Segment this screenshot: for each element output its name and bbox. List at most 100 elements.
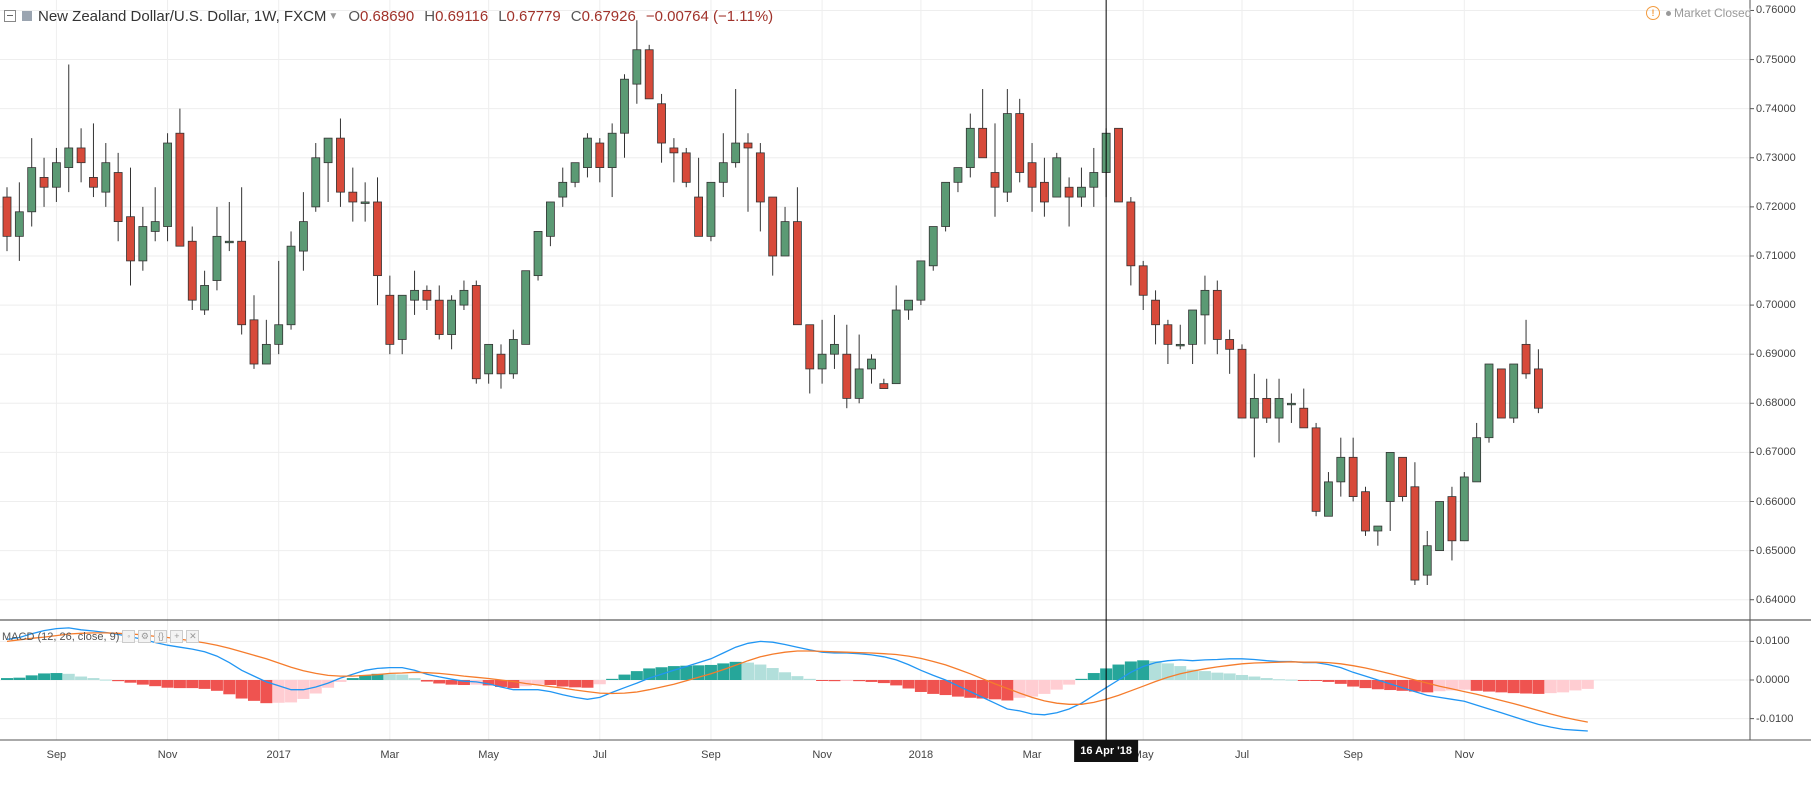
candle (546, 201, 555, 247)
histogram-bar (50, 673, 63, 680)
candle (990, 123, 1000, 217)
candle (261, 319, 271, 365)
candle-body (1422, 545, 1432, 576)
candle-body (1015, 113, 1025, 173)
histogram-bar (1174, 666, 1187, 680)
candle (1089, 147, 1099, 207)
macd-title[interactable]: MACD (12, 26, close, 9) (2, 630, 120, 643)
histogram-bar (865, 680, 878, 682)
candle-body (101, 162, 111, 193)
histogram-bar (643, 668, 656, 680)
candle-body (360, 201, 370, 204)
candle-body (1311, 427, 1321, 512)
histogram-bar (445, 680, 458, 685)
candle-body (410, 289, 419, 301)
candle-body (879, 383, 889, 389)
candle (743, 133, 753, 212)
candle-body (447, 299, 457, 335)
candle (1509, 363, 1519, 423)
time-tick-label: Jul (1234, 749, 1250, 761)
candle (533, 231, 543, 281)
histogram-bar (457, 680, 470, 686)
candle-body (76, 147, 86, 164)
collapse-icon[interactable] (4, 10, 16, 22)
candle (632, 20, 642, 104)
histogram-bar (260, 680, 273, 704)
histogram-bar (1544, 680, 1557, 694)
candle-body (965, 127, 975, 168)
candle (1126, 197, 1136, 286)
candle (484, 343, 494, 384)
candle (447, 295, 457, 350)
candle (212, 206, 222, 291)
histogram-bar (507, 680, 520, 689)
candle-body (731, 142, 741, 164)
histogram-bar (346, 678, 359, 680)
candle-body (348, 191, 358, 203)
source-icon[interactable]: {} (154, 630, 168, 643)
candle-body (620, 78, 629, 134)
histogram-bar (1273, 679, 1286, 681)
candle-body (718, 162, 728, 183)
candle (1002, 89, 1012, 202)
candle-body (817, 353, 827, 370)
time-tick-label: 2018 (908, 749, 934, 761)
candle (1200, 275, 1210, 345)
candle (1262, 378, 1272, 423)
gear-icon[interactable]: ⚙ (138, 630, 152, 643)
price-tick-label: 0.71000 (1756, 249, 1796, 262)
candle-body (854, 368, 864, 399)
chevron-down-icon[interactable]: ▼ (328, 10, 339, 22)
candle-body (126, 216, 135, 262)
histogram-bar (729, 661, 742, 680)
candle-body (1287, 402, 1296, 406)
histogram-bar (1026, 680, 1039, 697)
eye-icon[interactable]: ◦ (122, 630, 136, 643)
candle (397, 294, 407, 355)
histogram-bar (1408, 680, 1421, 692)
candle-body (521, 270, 531, 345)
histogram-bar (742, 662, 754, 680)
candle (64, 64, 74, 193)
candle (768, 196, 778, 276)
candle (385, 275, 395, 355)
histogram-bar (1310, 680, 1323, 681)
candle (583, 133, 592, 178)
candle-body (286, 245, 296, 326)
histogram-bar (136, 680, 149, 685)
histogram-bar (112, 680, 125, 682)
candle-body (533, 231, 543, 277)
candle (1373, 525, 1383, 546)
candle (1410, 462, 1420, 585)
histogram-bar (1, 678, 13, 680)
histogram-bar (186, 680, 199, 689)
candle (1077, 167, 1086, 207)
more-icon[interactable]: + (170, 630, 184, 643)
candle (163, 133, 172, 242)
close-icon[interactable]: ✕ (186, 630, 200, 643)
candle (336, 118, 345, 207)
symbol-title[interactable]: New Zealand Dollar/U.S. Dollar, 1W, FXCM (38, 7, 327, 25)
candle-body (546, 201, 555, 237)
price-tick-label: 0.76000 (1756, 4, 1796, 17)
candle-body (496, 353, 506, 375)
candle-body (891, 309, 901, 385)
candle (1422, 530, 1432, 585)
histogram-bar (890, 680, 903, 686)
symbol-header: New Zealand Dollar/U.S. Dollar, 1W, FXCM… (0, 6, 783, 26)
histogram-bar (1075, 678, 1088, 680)
warning-icon[interactable]: ! (1646, 6, 1660, 20)
histogram-bar (433, 680, 446, 684)
candle-body (632, 49, 642, 85)
histogram-bar (927, 680, 940, 694)
histogram-bar (1112, 664, 1125, 680)
histogram-bar (1371, 680, 1384, 690)
histogram-bar (210, 680, 223, 691)
candle-body (1274, 397, 1284, 419)
price-tick-label: 0.0100 (1756, 635, 1790, 648)
candle (1299, 388, 1309, 429)
flag-icon (22, 11, 32, 21)
crosshair-date-label: 16 Apr '18 (1074, 740, 1139, 762)
candle (1225, 329, 1235, 374)
